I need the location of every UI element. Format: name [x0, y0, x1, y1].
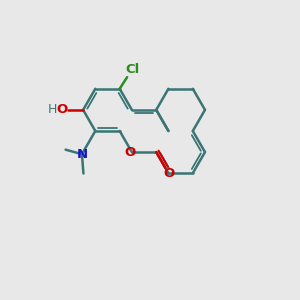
Text: O: O	[57, 103, 68, 116]
Text: N: N	[76, 148, 88, 160]
Text: Cl: Cl	[125, 63, 139, 76]
Text: O: O	[125, 146, 136, 159]
Text: H: H	[48, 103, 58, 116]
Text: O: O	[163, 167, 174, 180]
